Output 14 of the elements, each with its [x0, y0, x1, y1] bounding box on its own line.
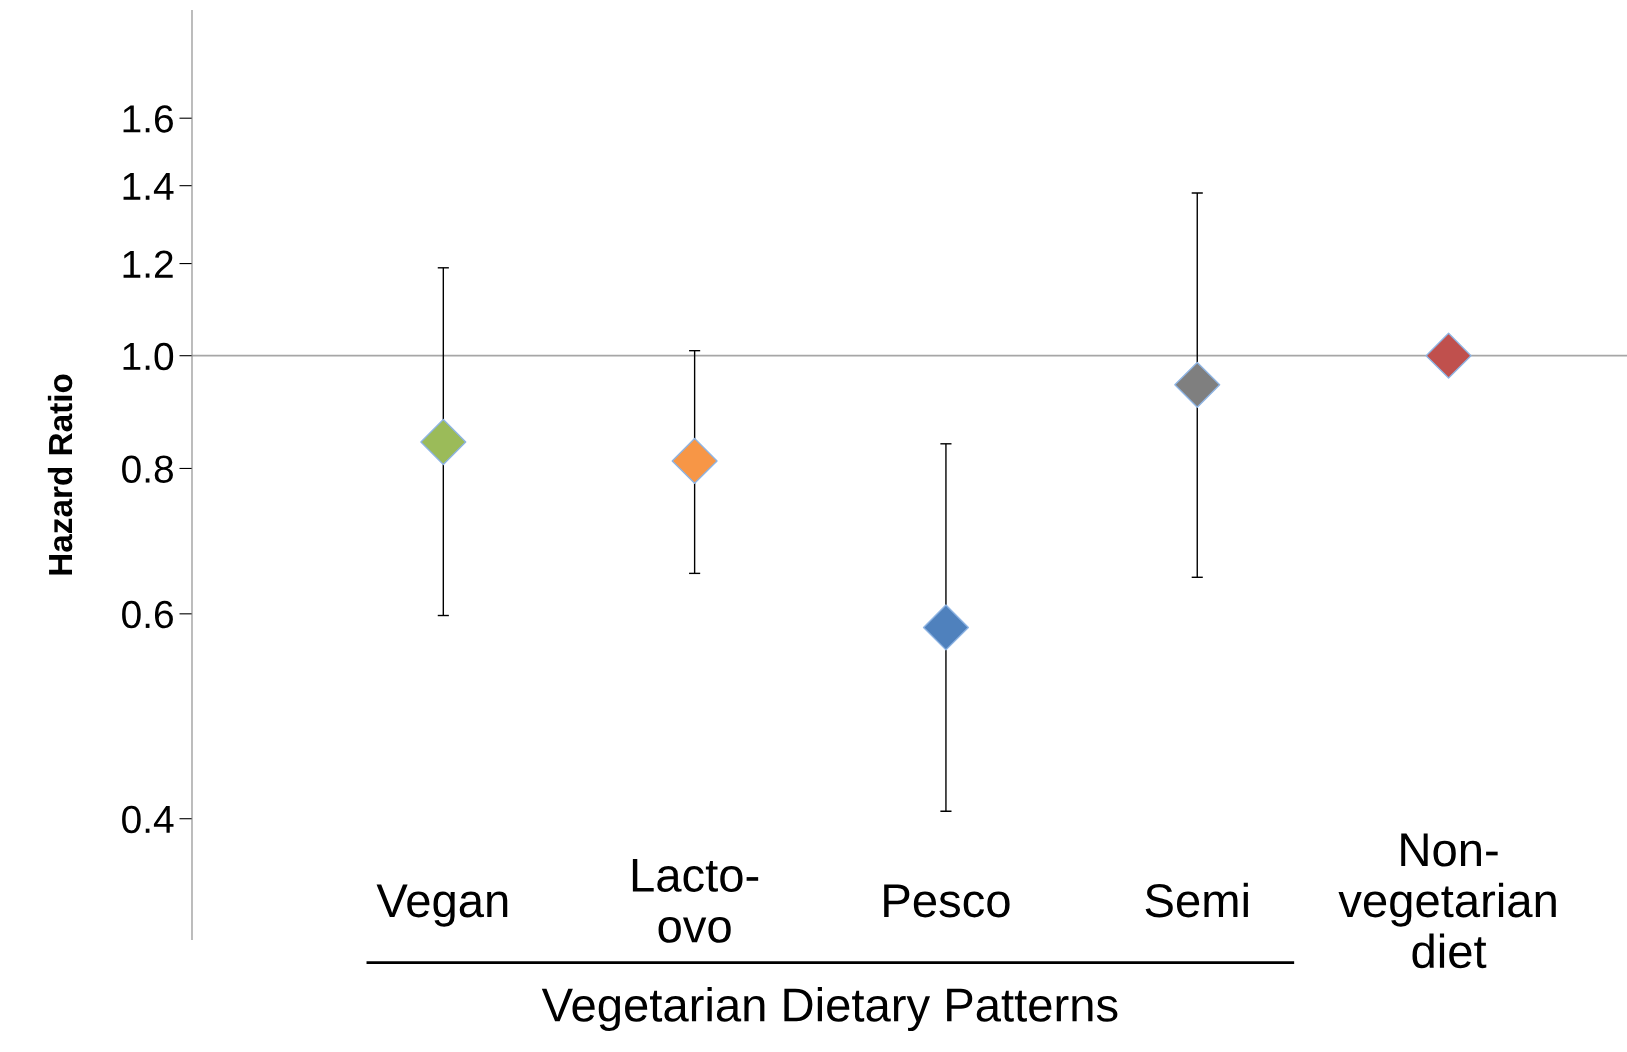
x-tick-label: Semi — [1145, 882, 1248, 918]
y-tick-label: 1.4 — [123, 173, 174, 200]
y-tick-label: 1.2 — [123, 250, 173, 278]
x-tick-label: Pesco — [884, 884, 1010, 918]
y-tick-label: 0.4 — [122, 805, 174, 834]
x-tick-label: Vegan — [376, 884, 508, 927]
y-tick-label: 0.8 — [122, 455, 173, 483]
y-tick-label: 1.6 — [123, 105, 173, 133]
x-tick-label: Non- vegetarian diet — [1338, 833, 1556, 969]
y-tick-label: 0.6 — [122, 600, 173, 629]
y-axis-title: Hazard Ratio — [47, 374, 73, 575]
text: Vegetarian Dietary Patterns — [541, 987, 1118, 1032]
x-tick-label: Lacto- ovo — [632, 859, 759, 943]
y-tick-label: 1.0 — [123, 342, 174, 371]
